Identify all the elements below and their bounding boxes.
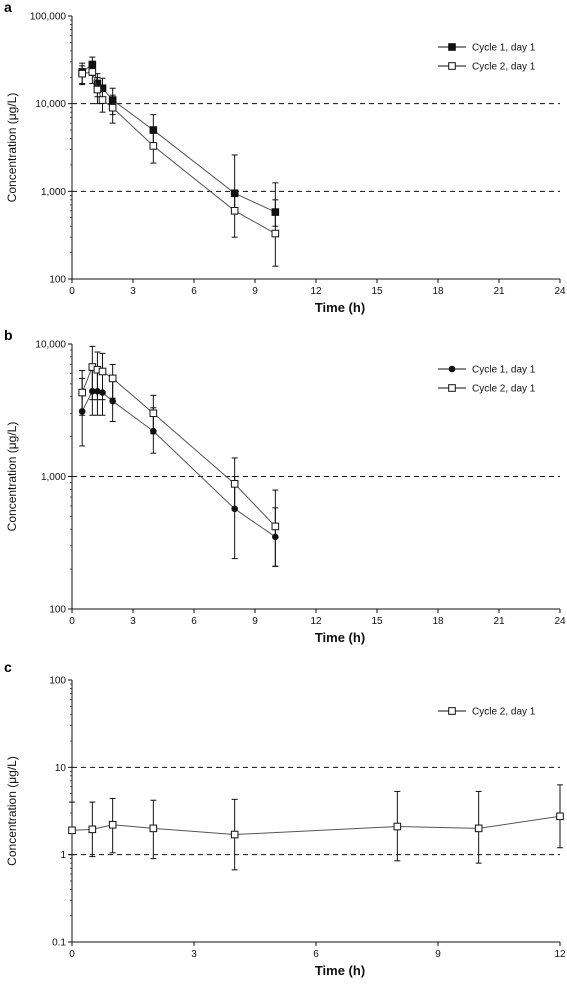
data-point [68,826,76,835]
y-axis-label: Concentration (μg/L) [5,93,19,203]
data-point [108,820,117,829]
x-tick-label: 12 [310,616,322,627]
legend-label: Cycle 1, day 1 [472,365,536,376]
x-tick-label: 0 [69,616,75,627]
y-tick-label: 100 [49,676,66,687]
data-point [230,480,239,488]
data-point [271,522,280,531]
x-tick-label: 15 [371,616,383,627]
y-axis-label: Concentration (μg/L) [5,756,19,866]
data-point [556,812,564,821]
x-tick-label: 21 [493,616,505,627]
x-tick-label: 18 [432,616,444,627]
x-tick-label: 6 [191,286,197,297]
legend: Cycle 1, day 1 Cycle 2, day 1 [438,43,536,73]
x-tick-label: 9 [435,949,441,960]
x-tick-label: 24 [554,286,566,297]
y-tick-label: 100 [49,275,66,286]
x-tick-label: 12 [554,949,566,960]
data-point [393,822,402,831]
y-tick-label: 10,000 [35,340,66,351]
legend-marker [448,365,456,373]
x-tick-label: 21 [493,286,505,297]
x-axis-label: Time (h) [315,300,365,315]
series-line [81,390,276,538]
y-axis-label: Concentration (μg/L) [5,422,19,532]
y-tick-label: 10,000 [35,99,66,110]
chart-panel-b: b 0 3 6 9 12 15 18 21 24 100 1,000 10,000 Time (h) Con… [4,327,566,645]
panel-letter: b [4,327,13,343]
legend: Cycle 2, day 1 [438,707,536,718]
legend-label: Cycle 2, day 1 [472,62,536,73]
series-line [81,366,276,527]
x-tick-label: 6 [313,949,319,960]
data-point [149,409,158,418]
x-axis-label: Time (h) [315,630,365,645]
y-tick-label: 100 [49,605,66,616]
y-tick-label: 1,000 [41,472,66,483]
x-tick-label: 18 [432,286,444,297]
chart-panel-c: c 0 3 6 9 12 0.1 1 10 100 Time (h) Concentration (μ… [4,659,566,978]
y-tick-label: 1 [60,850,66,861]
data-point [88,68,97,76]
x-tick-label: 6 [191,616,197,627]
legend-label: Cycle 1, day 1 [472,43,536,54]
x-tick-label: 12 [310,286,322,297]
panel-letter: c [4,659,12,675]
data-point [93,85,102,94]
series-1 [78,62,280,267]
x-tick-label: 9 [252,286,258,297]
y-tick-label: 10 [55,763,67,774]
legend-marker [448,384,456,392]
series-line [81,63,276,213]
x-tick-label: 0 [69,286,75,297]
series-line [82,71,276,234]
legend: Cycle 1, day 1 Cycle 2, day 1 [438,365,536,395]
y-tick-label: 1,000 [41,187,66,198]
data-point [109,397,116,405]
legend-marker [448,62,456,70]
x-tick-label: 9 [252,616,258,627]
x-axis-label: Time (h) [315,963,365,978]
legend-label: Cycle 2, day 1 [472,707,536,718]
chart-panel-a: a 0 3 6 9 12 15 18 21 24 100 1,000 10,000 100,000 Time… [4,0,566,315]
data-point [88,825,97,834]
legend-marker [448,707,456,715]
data-point [78,388,86,397]
data-point [230,206,239,215]
data-point [230,830,239,839]
y-tick-label: 100,000 [30,12,67,23]
data-point [149,824,158,833]
data-point [149,142,158,150]
x-tick-label: 24 [554,616,566,627]
data-point [98,367,107,376]
x-tick-label: 3 [130,616,136,627]
data-point [78,69,86,78]
series-0 [78,369,279,567]
x-tick-label: 15 [371,286,383,297]
x-tick-label: 3 [191,949,197,960]
series-0 [78,56,280,227]
data-point [108,374,117,383]
data-point [98,96,107,104]
data-point [108,103,117,112]
data-point [271,229,280,238]
x-tick-label: 3 [130,286,136,297]
series-line [71,815,561,836]
data-point [474,824,483,833]
x-tick-label: 0 [69,949,75,960]
series-1 [78,345,280,567]
legend-marker [448,43,456,51]
y-tick-label: 0.1 [52,938,66,949]
legend-label: Cycle 2, day 1 [472,384,536,395]
panel-letter: a [4,0,12,15]
series-0 [68,784,564,871]
